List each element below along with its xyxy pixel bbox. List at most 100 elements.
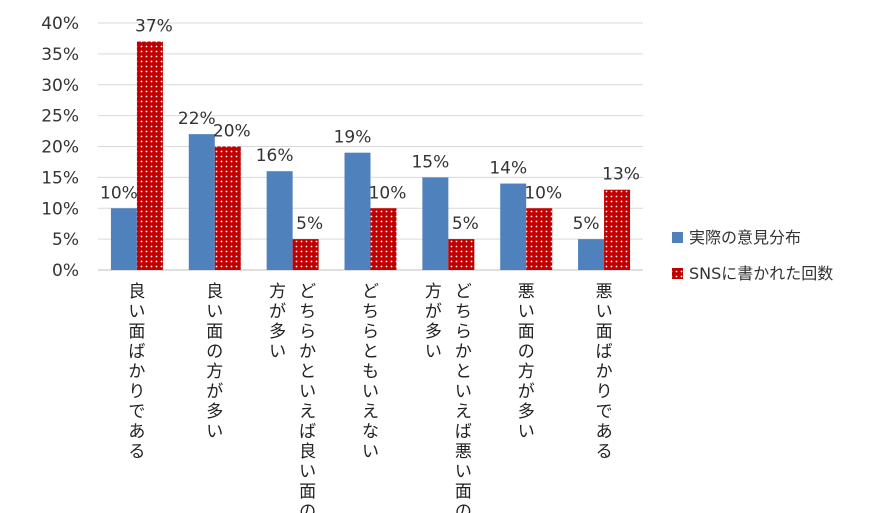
y-tick-label: 10% [41, 199, 79, 219]
data-label: 5% [296, 214, 323, 234]
category-label-char: い [299, 382, 316, 402]
category-label-char: い [362, 442, 379, 462]
y-tick-label: 40% [41, 14, 79, 34]
bar-actual-distribution [500, 183, 527, 270]
category-label-char: 良 [128, 282, 145, 302]
data-label: 16% [256, 146, 294, 166]
data-label: 14% [489, 159, 527, 179]
category-label-char: い [518, 422, 535, 442]
category-label-char: い [455, 462, 472, 482]
legend-label: 実際の意見分布 [689, 228, 801, 247]
data-label: 37% [135, 17, 173, 37]
category-label-char: あ [596, 422, 613, 442]
category-label-char: 悪 [596, 282, 613, 302]
category-label-char: が [425, 302, 442, 322]
legend-label: SNSに書かれた回数 [689, 264, 833, 283]
category-label-char: 面 [596, 322, 613, 342]
category-label-char: 良 [299, 442, 316, 462]
category-label-char: の [455, 502, 472, 513]
category-label-char: え [455, 402, 472, 422]
category-label-char: で [596, 402, 613, 422]
category-label-char: の [299, 502, 316, 513]
category-label-char: な [362, 422, 379, 442]
data-label: 5% [452, 214, 479, 234]
category-label-char: え [362, 402, 379, 422]
y-tick-label: 5% [52, 230, 79, 250]
category-label-char: ば [299, 422, 316, 442]
category-label-char: 多 [269, 322, 286, 342]
category-label-char: ど [362, 282, 379, 302]
bar-sns-mentions [292, 239, 319, 270]
category-label-char: 方 [518, 362, 535, 382]
category-label-char: ば [455, 422, 472, 442]
y-tick-label: 0% [52, 261, 79, 281]
category-label-char: り [128, 382, 145, 402]
category-label-char: 悪 [455, 442, 472, 462]
bar-sns-mentions [136, 41, 163, 271]
category-label-char: 悪 [518, 282, 535, 302]
data-label: 19% [334, 128, 372, 148]
data-label: 13% [602, 165, 640, 185]
category-label-char: ら [455, 322, 472, 342]
bar-sns-mentions [448, 239, 475, 270]
category-label-char: 方 [206, 362, 223, 382]
y-tick-label: 30% [41, 76, 79, 96]
legend-swatch-actual [672, 232, 683, 243]
category-label-char: る [596, 442, 613, 462]
bar-sns-mentions [370, 208, 397, 270]
category-label-char: い [128, 302, 145, 322]
data-label: 10% [524, 183, 562, 203]
data-label: 10% [100, 183, 138, 203]
bar-actual-distribution [188, 134, 215, 270]
category-label-char: い [206, 422, 223, 442]
category-label-char: 多 [518, 402, 535, 422]
data-label: 5% [573, 214, 600, 234]
category-label-char: で [128, 402, 145, 422]
bars [110, 41, 631, 271]
category-label-char: も [362, 362, 379, 382]
data-label: 15% [411, 152, 449, 172]
category-label-char: ど [455, 282, 472, 302]
category-label-char: 面 [518, 322, 535, 342]
category-label-char: る [128, 442, 145, 462]
category-label-char: 多 [425, 322, 442, 342]
bar-actual-distribution [344, 152, 371, 270]
legend: 実際の意見分布 SNSに書かれた回数 [672, 228, 833, 283]
category-label-char: い [425, 342, 442, 362]
category-label-char: か [128, 362, 145, 382]
category-label-char: 面 [299, 482, 316, 502]
bar-actual-distribution [110, 208, 137, 270]
category-label-char: ば [128, 342, 145, 362]
category-label-char: と [455, 362, 472, 382]
y-tick-label: 25% [41, 107, 79, 127]
category-label-char: の [206, 342, 223, 362]
category-label-char: 方 [425, 282, 442, 302]
category-label-char: ら [362, 322, 379, 342]
y-tick-label: 35% [41, 45, 79, 65]
category-label-char: と [362, 342, 379, 362]
category-label-char: ば [596, 342, 613, 362]
y-axis-ticks: 0% 5% 10% 15% 20% 25% 30% 35% 40% [41, 14, 79, 281]
data-label: 22% [178, 109, 216, 129]
category-label-char: か [596, 362, 613, 382]
category-label-char: 面 [206, 322, 223, 342]
category-label-char: 多 [206, 402, 223, 422]
bar-actual-distribution [422, 177, 449, 270]
category-label-char: の [518, 342, 535, 362]
category-label-char: か [455, 342, 472, 362]
y-tick-label: 20% [41, 138, 79, 158]
category-label-char: え [299, 402, 316, 422]
legend-swatch-sns [672, 268, 683, 279]
category-label-char: い [299, 462, 316, 482]
bar-actual-distribution [578, 239, 605, 270]
category-label-char: ち [362, 302, 379, 322]
category-label-char: か [299, 342, 316, 362]
category-label-char: 方 [269, 282, 286, 302]
data-labels: 10% 22% 16% 19% 15% 14% 5% 37% 20% 5% 10% 5% 10% 13% [100, 17, 640, 235]
category-label-char: が [518, 382, 535, 402]
bar-sns-mentions [526, 208, 553, 270]
data-label: 20% [213, 122, 251, 142]
bar-actual-distribution [266, 171, 293, 270]
category-label-char: ち [299, 302, 316, 322]
